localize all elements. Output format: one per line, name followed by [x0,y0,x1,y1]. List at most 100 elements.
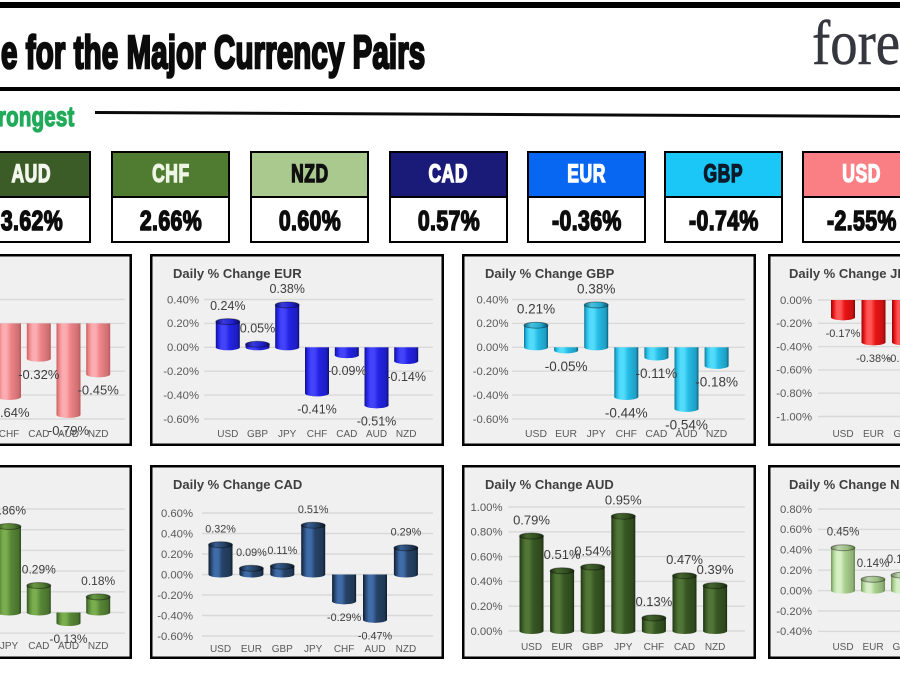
svg-text:-0.60%: -0.60% [157,631,193,643]
svg-text:CAD: CAD [336,429,357,440]
svg-text:NZD: NZD [705,642,726,653]
svg-text:AUD: AUD [676,429,698,440]
svg-text:0.00%: 0.00% [780,585,812,597]
svg-text:0.38%: 0.38% [577,281,615,296]
svg-text:Daily % Change AUD: Daily % Change AUD [485,477,614,492]
svg-text:CHF: CHF [644,642,665,653]
svg-text:-0.60%: -0.60% [473,414,509,426]
svg-text:JPY: JPY [614,642,633,653]
svg-text:0.32%: 0.32% [205,523,236,535]
svg-text:-0.60%: -0.60% [163,414,199,426]
svg-text:0.21%: 0.21% [517,302,555,317]
svg-text:USD: USD [525,429,547,440]
svg-text:-0.20%: -0.20% [776,606,812,618]
svg-text:0.20%: 0.20% [470,601,502,613]
svg-text:-0.54%: -0.54% [665,417,708,432]
svg-text:0.11%: 0.11% [267,545,297,557]
svg-text:0.95%: 0.95% [605,493,642,508]
svg-text:1.00%: 1.00% [470,502,502,514]
svg-text:AUD: AUD [58,429,79,440]
svg-text:0.39%: 0.39% [697,562,734,577]
svg-text:AUD: AUD [58,641,79,652]
svg-text:EUR: EUR [241,644,262,655]
svg-text:0.60%: 0.60% [470,551,502,563]
svg-text:-0.18%: -0.18% [695,374,738,389]
svg-text:0.29%: 0.29% [22,563,56,577]
svg-text:-0.44%: -0.44% [605,405,648,420]
svg-text:0.45%: 0.45% [827,527,860,539]
svg-text:-0.40%: -0.40% [163,390,199,402]
svg-text:0.05%: 0.05% [240,322,275,336]
svg-text:0.40%: 0.40% [780,545,812,557]
svg-text:NZD: NZD [396,429,417,440]
svg-text:-0.45%: -0.45% [78,383,120,398]
svg-text:0.00%: 0.00% [780,295,812,307]
svg-text:0.18%: 0.18% [887,554,900,566]
svg-text:JPY: JPY [304,644,323,655]
svg-text:-0.51%: -0.51% [357,414,397,428]
svg-text:-0.40%: -0.40% [776,341,812,353]
svg-text:AUD: AUD [366,429,387,440]
svg-text:0.80%: 0.80% [470,527,502,539]
svg-text:0.54%: 0.54% [574,543,611,558]
svg-text:CHF: CHF [307,429,328,440]
svg-text:0.38%: 0.38% [269,282,304,296]
svg-text:0.20%: 0.20% [167,318,199,330]
svg-text:0.80%: 0.80% [780,504,812,516]
svg-text:-0.47%: -0.47% [358,630,393,642]
svg-text:0.20%: 0.20% [161,549,193,561]
svg-text:-0.20%: -0.20% [776,318,812,330]
svg-text:-0.20%: -0.20% [157,590,193,602]
svg-text:Daily % Change EUR: Daily % Change EUR [173,266,302,281]
svg-text:0.40%: 0.40% [476,294,508,306]
svg-text:JPY: JPY [278,429,297,440]
svg-text:JPY: JPY [0,641,18,652]
svg-text:NZD: NZD [706,429,727,440]
svg-text:GBP: GBP [892,642,900,653]
svg-text:0.40%: 0.40% [167,294,199,306]
svg-text:0.13%: 0.13% [635,594,672,609]
svg-text:-0.09%: -0.09% [327,364,367,378]
svg-text:AUD: AUD [364,644,385,655]
svg-text:NZD: NZD [88,429,109,440]
svg-text:-0.79%: -0.79% [48,423,90,438]
svg-text:0.00%: 0.00% [161,569,193,581]
svg-text:-0.60%: -0.60% [776,365,812,377]
svg-text:EUR: EUR [552,642,573,653]
svg-text:GBP: GBP [247,429,268,440]
svg-text:0.51%: 0.51% [544,547,581,562]
svg-text:0.00%: 0.00% [167,342,199,354]
svg-text:CAD: CAD [674,642,695,653]
svg-text:CAD: CAD [645,429,667,440]
svg-text:USD: USD [832,642,853,653]
svg-text:USD: USD [521,642,542,653]
svg-text:EUR: EUR [862,642,883,653]
svg-text:0.29%: 0.29% [391,526,422,538]
svg-text:USD: USD [217,429,238,440]
svg-text:-0.20%: -0.20% [163,366,199,378]
svg-text:0.40%: 0.40% [161,528,193,540]
svg-text:-0.40%: -0.40% [473,390,509,402]
svg-text:EUR: EUR [555,429,577,440]
svg-text:-0.41%: -0.41% [297,403,337,417]
svg-text:GBP: GBP [582,642,603,653]
svg-text:0.60%: 0.60% [780,524,812,536]
svg-text:0.00%: 0.00% [476,342,508,354]
svg-text:CHF: CHF [616,429,637,440]
svg-text:0.79%: 0.79% [513,512,550,527]
svg-text:0.47%: 0.47% [666,552,703,567]
svg-text:NZD: NZD [88,641,109,652]
svg-text:0.24%: 0.24% [210,299,245,313]
svg-text:0.14%: 0.14% [857,558,890,570]
svg-text:JPY: JPY [587,429,606,440]
svg-text:0.40%: 0.40% [470,576,502,588]
svg-text:CHF: CHF [334,644,355,655]
svg-text:-0.64%: -0.64% [0,405,30,420]
svg-text:GBP: GBP [272,644,293,655]
svg-text:-0.29%: -0.29% [327,612,362,624]
svg-text:-0.11%: -0.11% [636,366,678,381]
svg-text:CHF: CHF [0,429,19,440]
svg-text:GBP: GBP [893,429,900,440]
svg-text:-0.40%: -0.40% [776,626,812,638]
svg-text:Daily % Change NZD: Daily % Change NZD [789,477,900,492]
